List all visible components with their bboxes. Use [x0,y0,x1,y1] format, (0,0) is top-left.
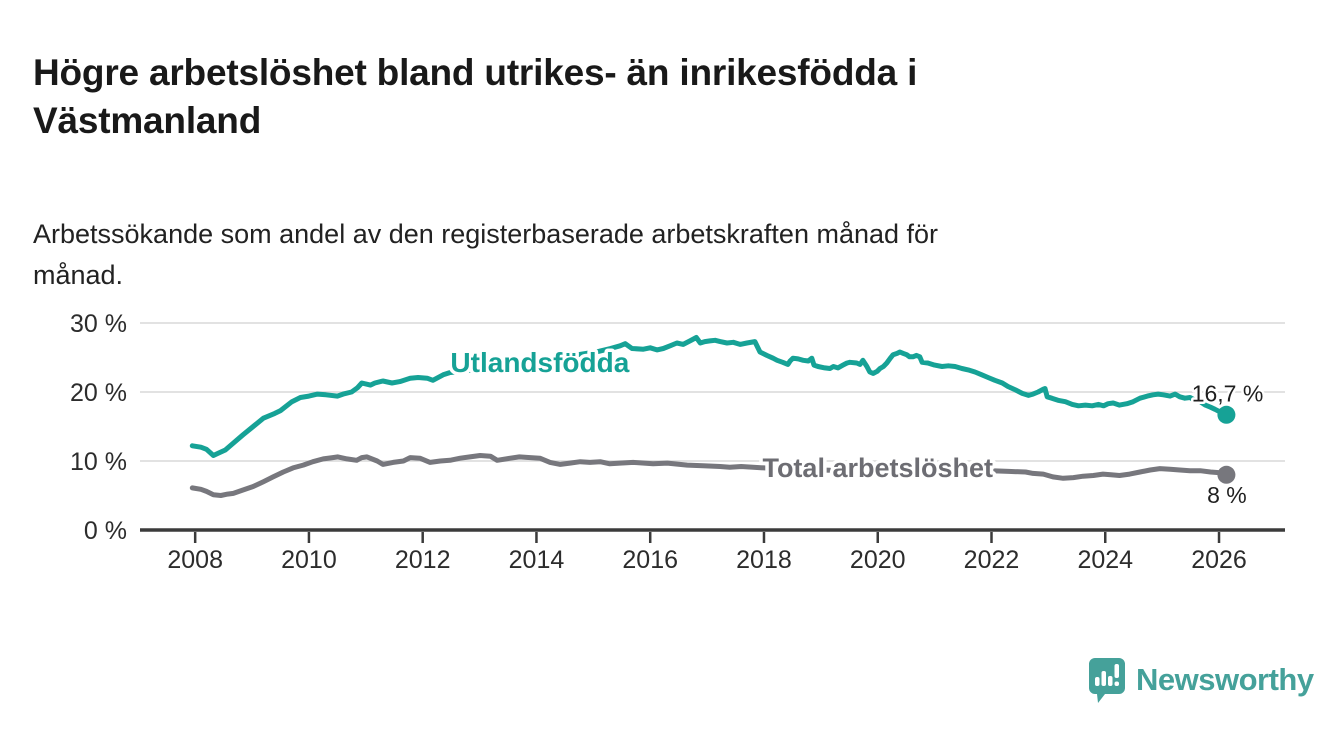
y-tick-label: 0 % [84,517,127,545]
series-label-1: Total arbetslöshet [762,453,993,483]
newsworthy-logo-text: Newsworthy [1136,662,1314,697]
logo-bubble-shape [1089,658,1125,703]
subtitle-line-2: månad. [33,260,124,290]
logo-bars [1095,664,1119,686]
subtitle-line-1: Arbetssökande som andel av den registerb… [33,219,939,249]
x-tick-label: 2008 [167,546,223,574]
title-line-1: Högre arbetslöshet bland utrikes- än inr… [33,51,918,93]
logo-exclamation-dot [1114,681,1119,686]
chart-subtitle: Arbetssökande som andel av den registerb… [33,214,1293,296]
x-tick-label: 2020 [850,546,906,574]
end-value-label-1: 8 % [1207,482,1247,508]
series-end-dot-1 [1217,465,1236,484]
title-line-2: Västmanland [33,99,262,141]
x-tick-label: 2022 [964,546,1020,574]
x-tick-label: 2016 [622,546,678,574]
y-axis-labels: 0 % 10 % 20 % 30 % [70,310,127,545]
x-axis-labels: 2008 2010 2012 2014 2016 2018 2020 2022 2024 2026 [167,546,1246,574]
x-tick-label: 2026 [1191,546,1247,574]
y-tick-label: 30 % [70,310,127,338]
x-tick-label: 2010 [281,546,337,574]
logo-exclamation-bar [1114,664,1119,678]
end-value-label-0: 16,7 % [1192,381,1264,407]
x-tick-label: 2024 [1077,546,1133,574]
page-title: Högre arbetslöshet bland utrikes- än inr… [33,49,1293,145]
series-label-0: Utlandsfödda [450,347,629,378]
x-tick-label: 2018 [736,546,792,574]
x-axis [140,528,1285,543]
x-tick-label: 2014 [509,546,565,574]
series-line-1 [189,453,1229,498]
x-tick-label: 2012 [395,546,451,574]
newsworthy-logo-icon [1089,658,1125,703]
y-tick-label: 20 % [70,379,127,407]
series-line-0 [189,335,1229,458]
gridlines [140,322,1285,462]
y-tick-label: 10 % [70,448,127,476]
newsworthy-logo: Newsworthy [1086,655,1314,705]
series-end-dot-0 [1217,405,1236,424]
